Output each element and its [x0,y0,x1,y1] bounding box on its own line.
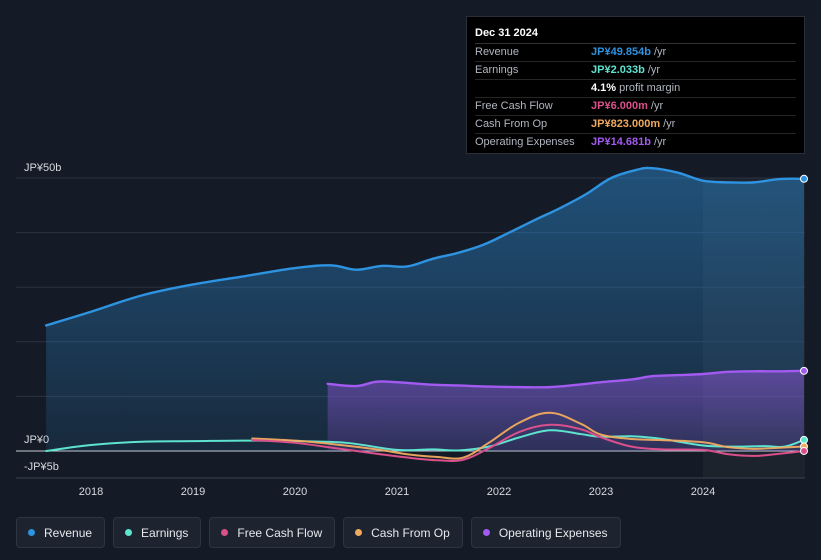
tooltip-row-value: JP¥6.000m [591,100,648,112]
legend-item-free-cash-flow[interactable]: Free Cash Flow [209,517,336,548]
opex-area [327,370,804,451]
tooltip-row: Free Cash Flow JP¥6.000m/yr [475,98,796,116]
tooltip-row-unit: /yr [653,46,667,58]
tooltip-rows: Revenue JP¥49.854b/yr Earnings JP¥2.033b/yr… [475,44,796,151]
tooltip-row-label: Free Cash Flow [475,100,553,112]
legend: Revenue Earnings Free Cash Flow Cash From O… [16,517,621,548]
cfo-line [251,411,805,460]
tooltip-row-label: Earnings [475,64,519,76]
tooltip-row-value: JP¥2.033b [591,64,645,76]
tooltip-row-label: Revenue [475,46,520,58]
tooltip-row-unit: /yr [653,136,667,148]
fcf-line [251,423,805,462]
tooltip-row-unit: /yr [650,100,664,112]
tooltip-row-unit: /yr [647,64,661,76]
opex-end-marker [799,366,808,375]
revenue-line [44,166,806,327]
tooltip-date: Dec 31 2024 [475,25,796,44]
tooltip-row-value: JP¥14.681b [591,136,651,148]
legend-label: Operating Expenses [498,525,608,540]
y-tick-label: JP¥50b [24,162,61,174]
y-tick-label: JP¥0 [24,434,49,446]
tooltip-row-label [475,80,591,97]
x-tick-label: 2018 [79,486,103,498]
legend-dot-icon [482,529,490,536]
legend-dot-icon [221,529,229,536]
x-axis-labels: 2018 2019 2020 2021 2022 2023 2024 [79,486,715,498]
series-lines [44,166,806,462]
legend-item-cash-from-op[interactable]: Cash From Op [343,517,463,548]
tooltip-row: Revenue JP¥49.854b/yr [475,44,796,62]
series-areas [46,167,804,451]
legend-label: Revenue [44,525,93,540]
tooltip-row-value: JP¥823.000m [591,118,661,130]
tooltip-row-label: Operating Expenses [475,136,575,148]
tooltip-panel: Dec 31 2024 Revenue JP¥49.854b/yr Earnings… [466,16,805,154]
opex-line [326,369,806,389]
x-tick-label: 2020 [283,486,307,498]
legend-label: Cash From Op [371,525,450,540]
x-tick-label: 2019 [181,486,205,498]
tooltip-row-label: Cash From Op [475,118,548,130]
tooltip-row: Earnings JP¥2.033b/yr [475,62,796,80]
x-tick-label: 2024 [691,486,715,498]
fcf-end-marker [799,446,808,455]
tooltip-row: Operating Expenses JP¥14.681b/yr [475,134,796,151]
legend-dot-icon [125,529,133,536]
legend-item-revenue[interactable]: Revenue [16,517,106,548]
revenue-end-marker [799,174,808,183]
tooltip-row: 4.1% profit margin [475,80,796,98]
y-tick-label: -JP¥5b [24,461,59,473]
y-axis-labels: JP¥50b JP¥0 -JP¥5b [24,162,61,473]
tooltip-row-unit: /yr [663,118,676,130]
tooltip-row: Cash From Op JP¥823.000m/yr [475,116,796,134]
legend-dot-icon [28,529,35,536]
legend-dot-icon [355,529,363,536]
legend-label: Earnings [141,525,189,540]
legend-item-earnings[interactable]: Earnings [113,517,202,548]
x-tick-label: 2023 [589,486,613,498]
tooltip-row-value: 4.1% [591,82,617,94]
earnings-line [45,429,805,452]
earnings-end-marker [799,435,808,444]
legend-item-operating-expenses[interactable]: Operating Expenses [470,517,621,548]
tooltip-row-value: JP¥49.854b [591,46,651,58]
x-tick-label: 2022 [487,486,511,498]
end-markers [799,174,808,455]
tooltip-row-unit: profit margin [619,82,681,94]
legend-label: Free Cash Flow [237,525,323,540]
x-tick-label: 2021 [385,486,409,498]
